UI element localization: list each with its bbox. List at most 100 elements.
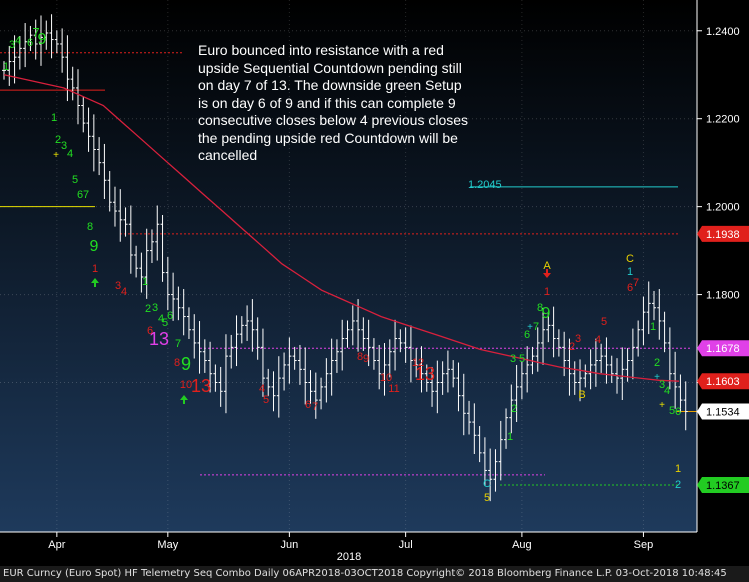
price-bar	[535, 327, 540, 372]
price-bar	[350, 305, 355, 346]
moving-average-line	[3, 74, 680, 382]
price-bar	[70, 66, 75, 101]
price-bar	[652, 290, 657, 321]
price-bar	[551, 306, 556, 358]
price-bar	[636, 320, 641, 357]
price-bar	[498, 420, 503, 481]
price-bar	[91, 114, 96, 172]
price-bar	[33, 19, 38, 60]
price-bar	[414, 348, 419, 378]
countdown-label: 6	[305, 399, 311, 411]
plot-background	[0, 0, 697, 532]
price-tag-label: 1.1938	[706, 229, 740, 241]
countdown-label: 7	[32, 25, 39, 40]
price-bar	[504, 408, 509, 449]
price-tag: 1.1534	[697, 403, 749, 420]
price-bar	[112, 186, 117, 227]
price-bar	[329, 338, 334, 396]
price-bar	[451, 360, 456, 388]
x-tick-label: May	[157, 539, 178, 551]
price-bar	[75, 69, 80, 125]
price-bar	[562, 331, 567, 377]
countdown-label: 4	[121, 286, 127, 298]
price-bar	[488, 448, 493, 502]
price-bar	[160, 214, 165, 282]
price-bar	[408, 325, 413, 383]
price-bar	[657, 289, 662, 340]
price-bar	[662, 311, 667, 353]
price-bar	[467, 400, 472, 435]
price-bar	[171, 272, 176, 321]
price-bar	[514, 365, 519, 422]
countdown-label: 2	[654, 357, 660, 369]
price-bar	[245, 305, 250, 341]
price-bar	[435, 360, 440, 414]
countdown-label: 1	[92, 263, 98, 275]
price-bar	[599, 343, 604, 373]
price-bar	[118, 189, 123, 242]
axis-background	[697, 0, 749, 566]
signal-arrows: + + + +	[53, 150, 665, 411]
countdown-label: 5	[601, 316, 607, 328]
price-bar	[482, 437, 487, 487]
price-bar	[641, 296, 646, 346]
price-bar	[282, 352, 287, 391]
y-tick-label: 1.2200	[706, 114, 740, 126]
price-bar	[630, 328, 635, 380]
price-bar	[287, 337, 292, 384]
x-tick-label: Sep	[634, 539, 654, 551]
price-bar	[208, 341, 213, 393]
annotation-box: Euro bounced into resistance with a red …	[198, 42, 468, 163]
price-bar	[23, 23, 28, 68]
countdown-label: 1	[627, 266, 633, 278]
price-bar	[456, 362, 461, 412]
price-bar	[313, 372, 318, 419]
price-bar	[266, 368, 271, 397]
price-tag: 1.1938	[697, 225, 749, 242]
price-bar	[403, 327, 408, 363]
x-axis: Apr May Jun Jul Aug Sep	[0, 531, 697, 551]
x-tick-label: Jun	[280, 539, 298, 551]
countdown-label: 1	[51, 112, 57, 124]
countdown-label: 9	[90, 238, 99, 255]
price-bar	[683, 381, 688, 431]
countdown-label: 10	[380, 372, 392, 384]
price-bar	[625, 348, 630, 382]
plus-marker-icon: +	[654, 372, 660, 383]
price-bar	[646, 281, 651, 335]
price-bar	[419, 346, 424, 393]
price-bar	[54, 30, 59, 54]
countdown-label: 6	[524, 329, 530, 341]
price-bar	[440, 361, 445, 395]
price-bar	[371, 338, 376, 370]
price-tag: 1.1603	[697, 373, 749, 390]
countdown-label: 7	[175, 338, 181, 350]
price-bar	[493, 449, 498, 492]
price-bar	[234, 315, 239, 367]
price-bar	[197, 321, 202, 374]
countdown-label: 1	[3, 61, 9, 73]
footer: EUR Curncy (Euro Spot) HF Telemetry Seq …	[0, 566, 749, 582]
countdown-label: 3	[152, 302, 158, 314]
price-bar	[667, 327, 672, 390]
price-bar	[102, 143, 107, 199]
price-bar	[86, 107, 91, 152]
price-bar	[181, 289, 186, 336]
price-bar	[377, 344, 382, 390]
price-bar	[239, 316, 244, 344]
x-axis-title: 2018	[337, 551, 361, 563]
price-bar	[255, 317, 260, 360]
countdown-label: 10	[180, 379, 192, 391]
countdown-label: B	[578, 389, 585, 401]
countdown-label: 13	[191, 376, 211, 396]
countdown-label: 2	[511, 403, 517, 415]
countdown-label: 7	[633, 277, 639, 289]
price-bar	[144, 228, 149, 299]
price-tag: 1.1678	[697, 340, 749, 357]
plus-marker-icon: +	[659, 400, 665, 411]
down-arrow-icon	[543, 269, 551, 278]
countdown-label: 3	[510, 353, 516, 365]
countdown-label: 4	[15, 35, 21, 47]
countdown-label: 8	[174, 357, 180, 369]
price-bar	[572, 361, 577, 395]
